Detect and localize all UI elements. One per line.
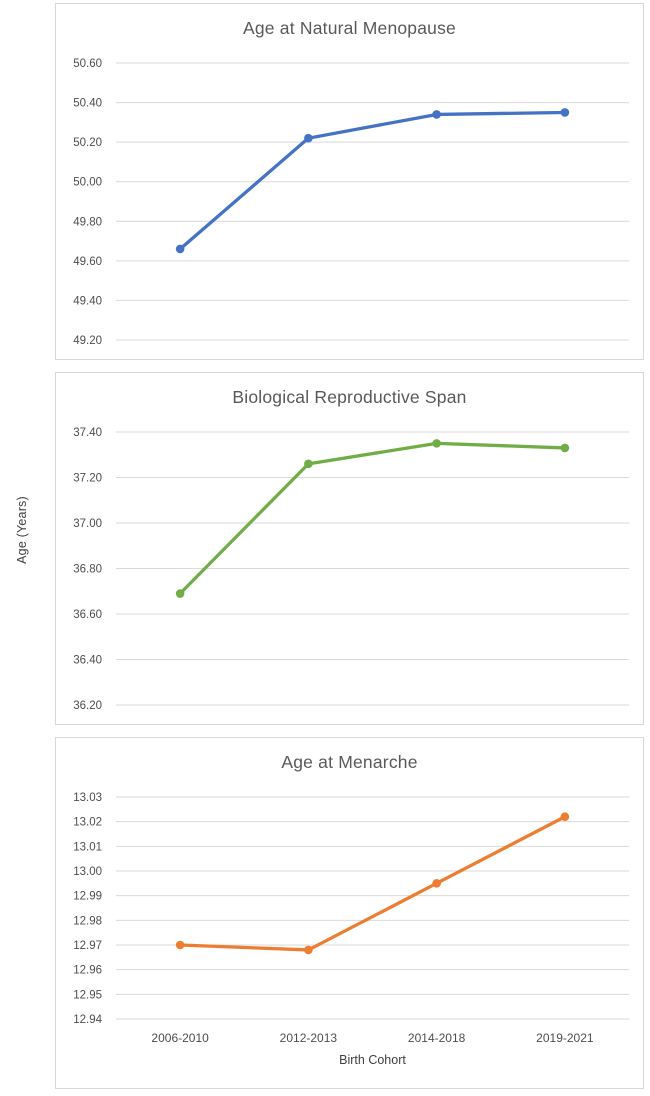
y-tick-label: 49.40 — [73, 295, 102, 307]
data-point — [432, 879, 441, 888]
y-tick-label: 13.00 — [73, 866, 102, 878]
data-point — [175, 589, 185, 598]
data-point — [560, 443, 570, 453]
data-point — [560, 812, 570, 822]
y-tick-label: 49.80 — [73, 216, 102, 228]
y-tick-label: 13.03 — [73, 792, 102, 804]
data-point — [304, 133, 313, 143]
reproductive-span-chart-title: Biological Reproductive Span — [232, 387, 467, 407]
y-tick-label: 12.99 — [73, 891, 102, 903]
data-point — [175, 244, 185, 254]
y-tick-label: 37.40 — [73, 427, 102, 439]
menarche-chart-title: Age at Menarche — [281, 752, 418, 772]
y-tick-label: 37.20 — [73, 473, 102, 485]
y-tick-label: 12.94 — [73, 1014, 102, 1026]
data-point — [175, 940, 185, 950]
y-tick-label: 36.80 — [73, 564, 102, 576]
chart-panel-menopause: 50.60 50.40 50.20 50.00 49.80 49.60 49.40 49.20… — [55, 3, 644, 360]
y-tick-label: 12.95 — [73, 989, 102, 1001]
y-tick-label: 36.40 — [73, 655, 102, 667]
chart-panel-reproductive-span: 37.40 37.20 37.00 36.80 36.60 36.40 36.20 Biol… — [55, 372, 644, 725]
y-tick-label: 36.60 — [73, 609, 102, 621]
x-tick-label: 2014-2018 — [408, 1031, 466, 1045]
data-line — [178, 110, 567, 251]
data-line — [178, 441, 567, 596]
x-tick-label: 2006-2010 — [151, 1031, 209, 1045]
x-axis-label: Birth Cohort — [339, 1053, 406, 1067]
x-tick-label: 2019-2021 — [536, 1031, 594, 1045]
y-tick-label: 12.96 — [73, 965, 102, 977]
y-tick-label: 49.20 — [73, 335, 102, 347]
y-axis-label: Age (Years) — [15, 496, 29, 564]
y-tick-label: 36.20 — [73, 700, 102, 712]
y-tick-label: 50.40 — [73, 98, 102, 110]
y-tick-label: 37.00 — [73, 518, 102, 530]
menopause-chart-svg: 50.60 50.40 50.20 50.00 49.80 49.60 49.40 49.20 — [73, 58, 629, 347]
y-tick-label: 12.98 — [73, 915, 102, 927]
data-point — [432, 110, 441, 119]
menopause-chart-title: Age at Natural Menopause — [243, 18, 456, 38]
data-point — [304, 459, 313, 469]
y-tick-label: 50.00 — [73, 177, 102, 189]
data-point — [304, 945, 313, 955]
y-tick-label: 50.20 — [73, 137, 102, 149]
menarche-chart-svg: 13.03 13.02 13.01 13.00 12.99 12.98 12.97 12.96… — [73, 792, 629, 1045]
y-tick-label: 12.97 — [73, 940, 102, 952]
chart-panel-menarche: 13.03 13.02 13.01 13.00 12.99 12.98 12.97 12.96… — [55, 737, 644, 1089]
y-tick-label: 49.60 — [73, 256, 102, 268]
data-point — [560, 108, 570, 117]
reproductive-span-chart-svg: 37.40 37.20 37.00 36.80 36.60 36.40 36.20 — [73, 427, 629, 712]
y-tick-label: 13.01 — [73, 841, 102, 853]
data-point — [432, 439, 441, 448]
x-tick-label: 2012-2013 — [280, 1031, 338, 1045]
y-tick-label: 13.02 — [73, 817, 102, 829]
data-line — [178, 815, 567, 952]
y-tick-label: 50.60 — [73, 58, 102, 70]
